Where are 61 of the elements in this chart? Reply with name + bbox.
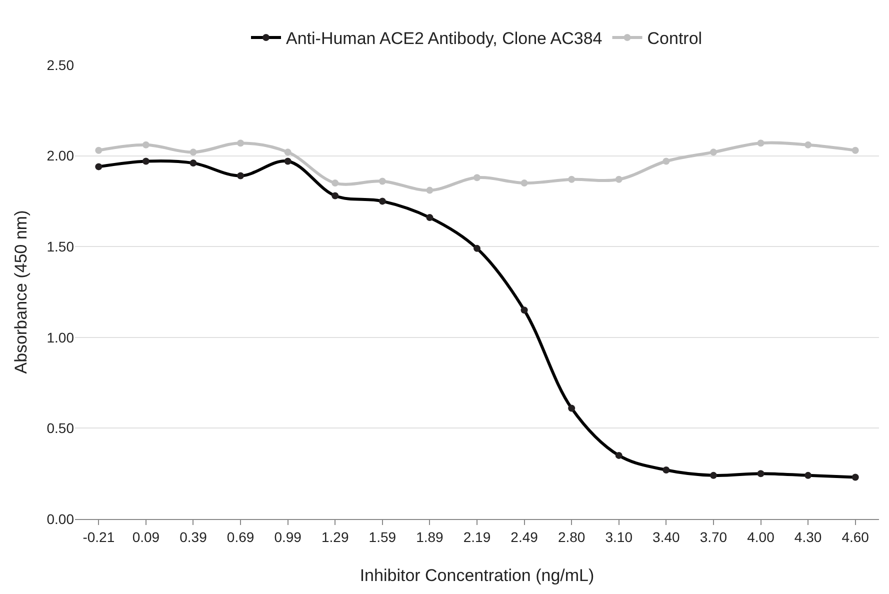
y-tick-label: 2.50 <box>46 56 74 73</box>
x-tick-label: 4.00 <box>747 528 775 545</box>
point <box>474 244 480 252</box>
x-tick-label: 4.30 <box>794 528 822 545</box>
x-tick-label: 0.09 <box>132 528 160 545</box>
legend-label: Anti-Human ACE2 Antibody, Clone AC384 <box>286 29 602 48</box>
x-tick-label: 1.59 <box>368 528 396 545</box>
point <box>615 452 622 459</box>
point <box>332 192 339 200</box>
point <box>710 148 717 156</box>
x-tick-label: 3.40 <box>652 528 680 545</box>
point <box>95 163 102 170</box>
y-tick-label: 0.00 <box>46 510 74 527</box>
x-tick-label: 3.70 <box>700 528 728 545</box>
point <box>474 174 480 182</box>
point <box>284 148 292 156</box>
y-tick-label: 1.00 <box>46 329 74 346</box>
x-tick-label: -0.21 <box>82 528 115 545</box>
point <box>852 474 859 481</box>
point <box>662 466 670 474</box>
point <box>237 140 244 147</box>
point <box>378 198 386 205</box>
point <box>804 472 812 479</box>
point <box>284 158 292 165</box>
point <box>852 146 859 154</box>
point <box>615 176 622 183</box>
point <box>757 140 764 147</box>
x-tick-label: 4.60 <box>842 528 870 545</box>
point <box>757 470 764 478</box>
x-tick-label: 2.80 <box>558 528 586 545</box>
x-tick-label: 0.69 <box>226 528 254 545</box>
legend-label: Control <box>647 29 702 48</box>
point <box>142 158 150 165</box>
x-tick-label: 0.99 <box>274 528 302 545</box>
point <box>520 306 528 314</box>
x-tick-label: 2.49 <box>510 528 538 545</box>
y-tick-label: 1.50 <box>46 238 74 254</box>
point <box>710 472 717 479</box>
point <box>237 172 244 180</box>
x-axis-title: Inhibitor Concentration (ng/mL) <box>360 566 594 586</box>
point <box>568 176 576 183</box>
point <box>378 178 386 185</box>
x-tick-label: 1.29 <box>321 528 349 545</box>
point <box>190 160 197 167</box>
y-tick-label: 0.50 <box>46 420 74 436</box>
point <box>804 141 812 148</box>
y-tick-label: 2.00 <box>46 148 74 164</box>
x-tick-label: 0.39 <box>180 528 208 545</box>
point <box>520 180 528 187</box>
point <box>332 180 339 187</box>
y-axis-title: Absorbance (450 nm) <box>11 210 30 374</box>
point <box>662 158 670 165</box>
x-tick-label: 2.19 <box>463 528 491 545</box>
point <box>190 148 197 156</box>
point <box>142 141 150 148</box>
x-tick-label: 3.10 <box>605 528 633 545</box>
point <box>426 186 434 194</box>
point <box>426 214 434 222</box>
point <box>568 404 576 412</box>
point <box>95 146 102 154</box>
x-tick-label: 1.89 <box>416 528 444 545</box>
